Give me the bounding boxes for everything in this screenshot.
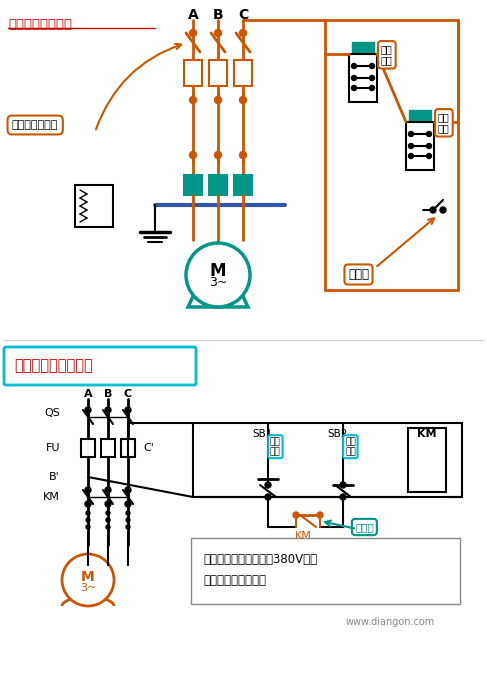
Bar [209,175,227,195]
Circle shape [265,482,271,488]
Circle shape [352,85,356,90]
Text: C: C [124,389,132,399]
Circle shape [370,75,375,81]
Circle shape [126,525,130,529]
Circle shape [214,151,222,159]
Bar [234,60,252,86]
Bar [101,439,115,457]
Circle shape [189,96,196,104]
Bar [349,54,377,102]
Circle shape [240,96,246,104]
Text: KM: KM [417,429,437,439]
Polygon shape [188,243,248,307]
Circle shape [86,525,90,529]
Circle shape [86,518,90,522]
Text: B: B [104,389,112,399]
Circle shape [189,30,196,37]
Bar [184,60,202,86]
Circle shape [340,494,346,500]
Circle shape [370,64,375,68]
Text: B': B' [49,472,60,482]
Text: 停车
按钮: 停车 按钮 [270,437,281,456]
Text: KM: KM [295,531,312,541]
Text: 起动
按钮: 起动 按钮 [345,437,356,456]
Text: QS: QS [44,408,60,418]
Text: 注意：接触器线圈电压380V时，
采用此种接线方式。: 注意：接触器线圈电压380V时， 采用此种接线方式。 [203,553,317,587]
Circle shape [340,482,346,488]
Circle shape [86,511,90,515]
Text: 起动
按钮: 起动 按钮 [438,112,450,134]
Circle shape [440,207,446,213]
Bar [234,175,252,195]
Bar [75,185,113,227]
Text: SB2: SB2 [328,429,348,439]
Text: KM: KM [43,492,60,502]
Text: C: C [238,8,248,22]
Circle shape [352,75,356,81]
Circle shape [214,30,222,37]
Text: B: B [213,8,224,22]
Circle shape [85,487,91,493]
Bar [352,42,374,54]
Circle shape [293,512,299,518]
Circle shape [105,501,111,507]
Bar [408,428,446,492]
Circle shape [240,30,246,37]
Text: 3~: 3~ [80,583,96,593]
FancyBboxPatch shape [191,538,460,604]
Text: 简单的接触器控制: 简单的接触器控制 [8,18,72,31]
Text: FU: FU [45,443,60,453]
Text: SB1: SB1 [253,429,273,439]
Circle shape [317,512,323,518]
Circle shape [352,64,356,68]
Text: 自保持: 自保持 [348,268,369,281]
Bar [406,122,434,170]
Circle shape [62,554,114,606]
Text: M: M [81,570,95,584]
Text: 二、电动机连续运行: 二、电动机连续运行 [14,359,93,374]
Text: 自保持: 自保持 [355,522,374,532]
FancyBboxPatch shape [4,347,196,385]
Circle shape [427,144,431,148]
Text: 停止
按钮: 停止 按钮 [381,44,393,66]
Circle shape [105,487,111,493]
Bar [121,439,135,457]
Circle shape [409,132,413,136]
Circle shape [430,207,436,213]
Text: A: A [187,8,198,22]
Circle shape [427,153,431,159]
Circle shape [409,144,413,148]
Circle shape [106,518,110,522]
Circle shape [370,85,375,90]
Circle shape [105,407,111,413]
Circle shape [427,132,431,136]
Bar [209,60,227,86]
Text: 3~: 3~ [209,277,227,290]
Circle shape [409,153,413,159]
Circle shape [85,407,91,413]
Text: www.diangon.com: www.diangon.com [345,617,434,627]
Circle shape [106,511,110,515]
Text: M: M [210,262,226,280]
Text: C': C' [143,443,154,453]
Circle shape [125,501,131,507]
Circle shape [125,487,131,493]
Text: A: A [84,389,93,399]
Circle shape [126,511,130,515]
Circle shape [265,494,271,500]
Circle shape [240,151,246,159]
Circle shape [85,501,91,507]
Circle shape [106,525,110,529]
Circle shape [214,96,222,104]
Text: 刀闸起隔离作用: 刀闸起隔离作用 [12,120,58,130]
Bar [409,110,431,122]
Bar [184,175,202,195]
Bar [81,439,95,457]
Circle shape [126,518,130,522]
Circle shape [125,407,131,413]
Circle shape [186,243,250,307]
Circle shape [189,151,196,159]
